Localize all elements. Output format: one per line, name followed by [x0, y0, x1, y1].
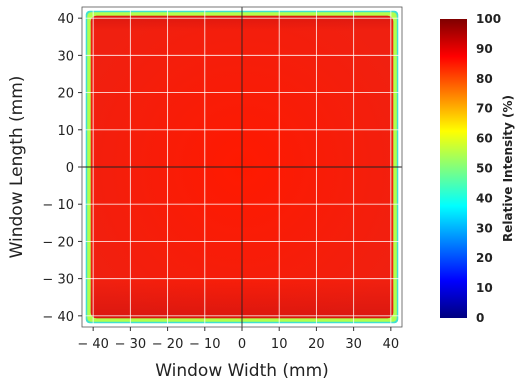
colorbar-label: Relative Intensity (%) [501, 95, 515, 242]
x-tick-label: − 40 [77, 337, 109, 352]
x-tick-label: − 10 [189, 337, 221, 352]
colorbar-tick-label: 50 [476, 162, 493, 176]
y-tick-label: 20 [57, 87, 74, 102]
colorbar-tick-label: 70 [476, 102, 493, 116]
colorbar-tick-label: 10 [476, 281, 493, 295]
x-tick-label: 40 [383, 337, 400, 352]
y-tick-label: − 30 [42, 273, 74, 288]
colorbar-gradient [440, 19, 467, 318]
x-axis-label: Window Width (mm) [155, 361, 329, 381]
center-crosshair [82, 7, 402, 327]
y-tick-label: − 20 [42, 235, 74, 250]
y-tick-label: − 10 [42, 198, 74, 213]
plot-area [81, 6, 403, 328]
y-tick-label: 0 [66, 161, 74, 176]
x-axis-ticks: − 40 − 30 − 20 − 10 0 10 20 30 40 [77, 327, 399, 352]
x-tick-label: − 30 [115, 337, 147, 352]
colorbar-tick-label: 100 [476, 12, 501, 26]
colorbar-tick-label: 60 [476, 132, 493, 146]
x-tick-label: 0 [238, 337, 246, 352]
colorbar-tick-label: 20 [476, 251, 493, 265]
x-tick-label: 10 [271, 337, 288, 352]
colorbar-tick-label: 80 [476, 72, 493, 86]
x-tick-label: − 20 [152, 337, 184, 352]
y-axis-ticks: 40 30 20 10 0 − 10 − 20 − 30 − 40 [42, 12, 82, 325]
y-tick-label: − 40 [42, 310, 74, 325]
colorbar-tick-label: 90 [476, 42, 493, 56]
y-axis-label: Window Length (mm) [7, 76, 27, 259]
y-tick-label: 10 [57, 124, 74, 139]
x-tick-label: 30 [345, 337, 362, 352]
y-tick-label: 30 [57, 49, 74, 64]
y-tick-label: 40 [57, 12, 74, 27]
colorbar-tick-label: 0 [476, 311, 484, 325]
colorbar-tick-label: 40 [476, 191, 493, 205]
x-tick-label: 20 [308, 337, 325, 352]
colorbar-tick-label: 30 [476, 221, 493, 235]
